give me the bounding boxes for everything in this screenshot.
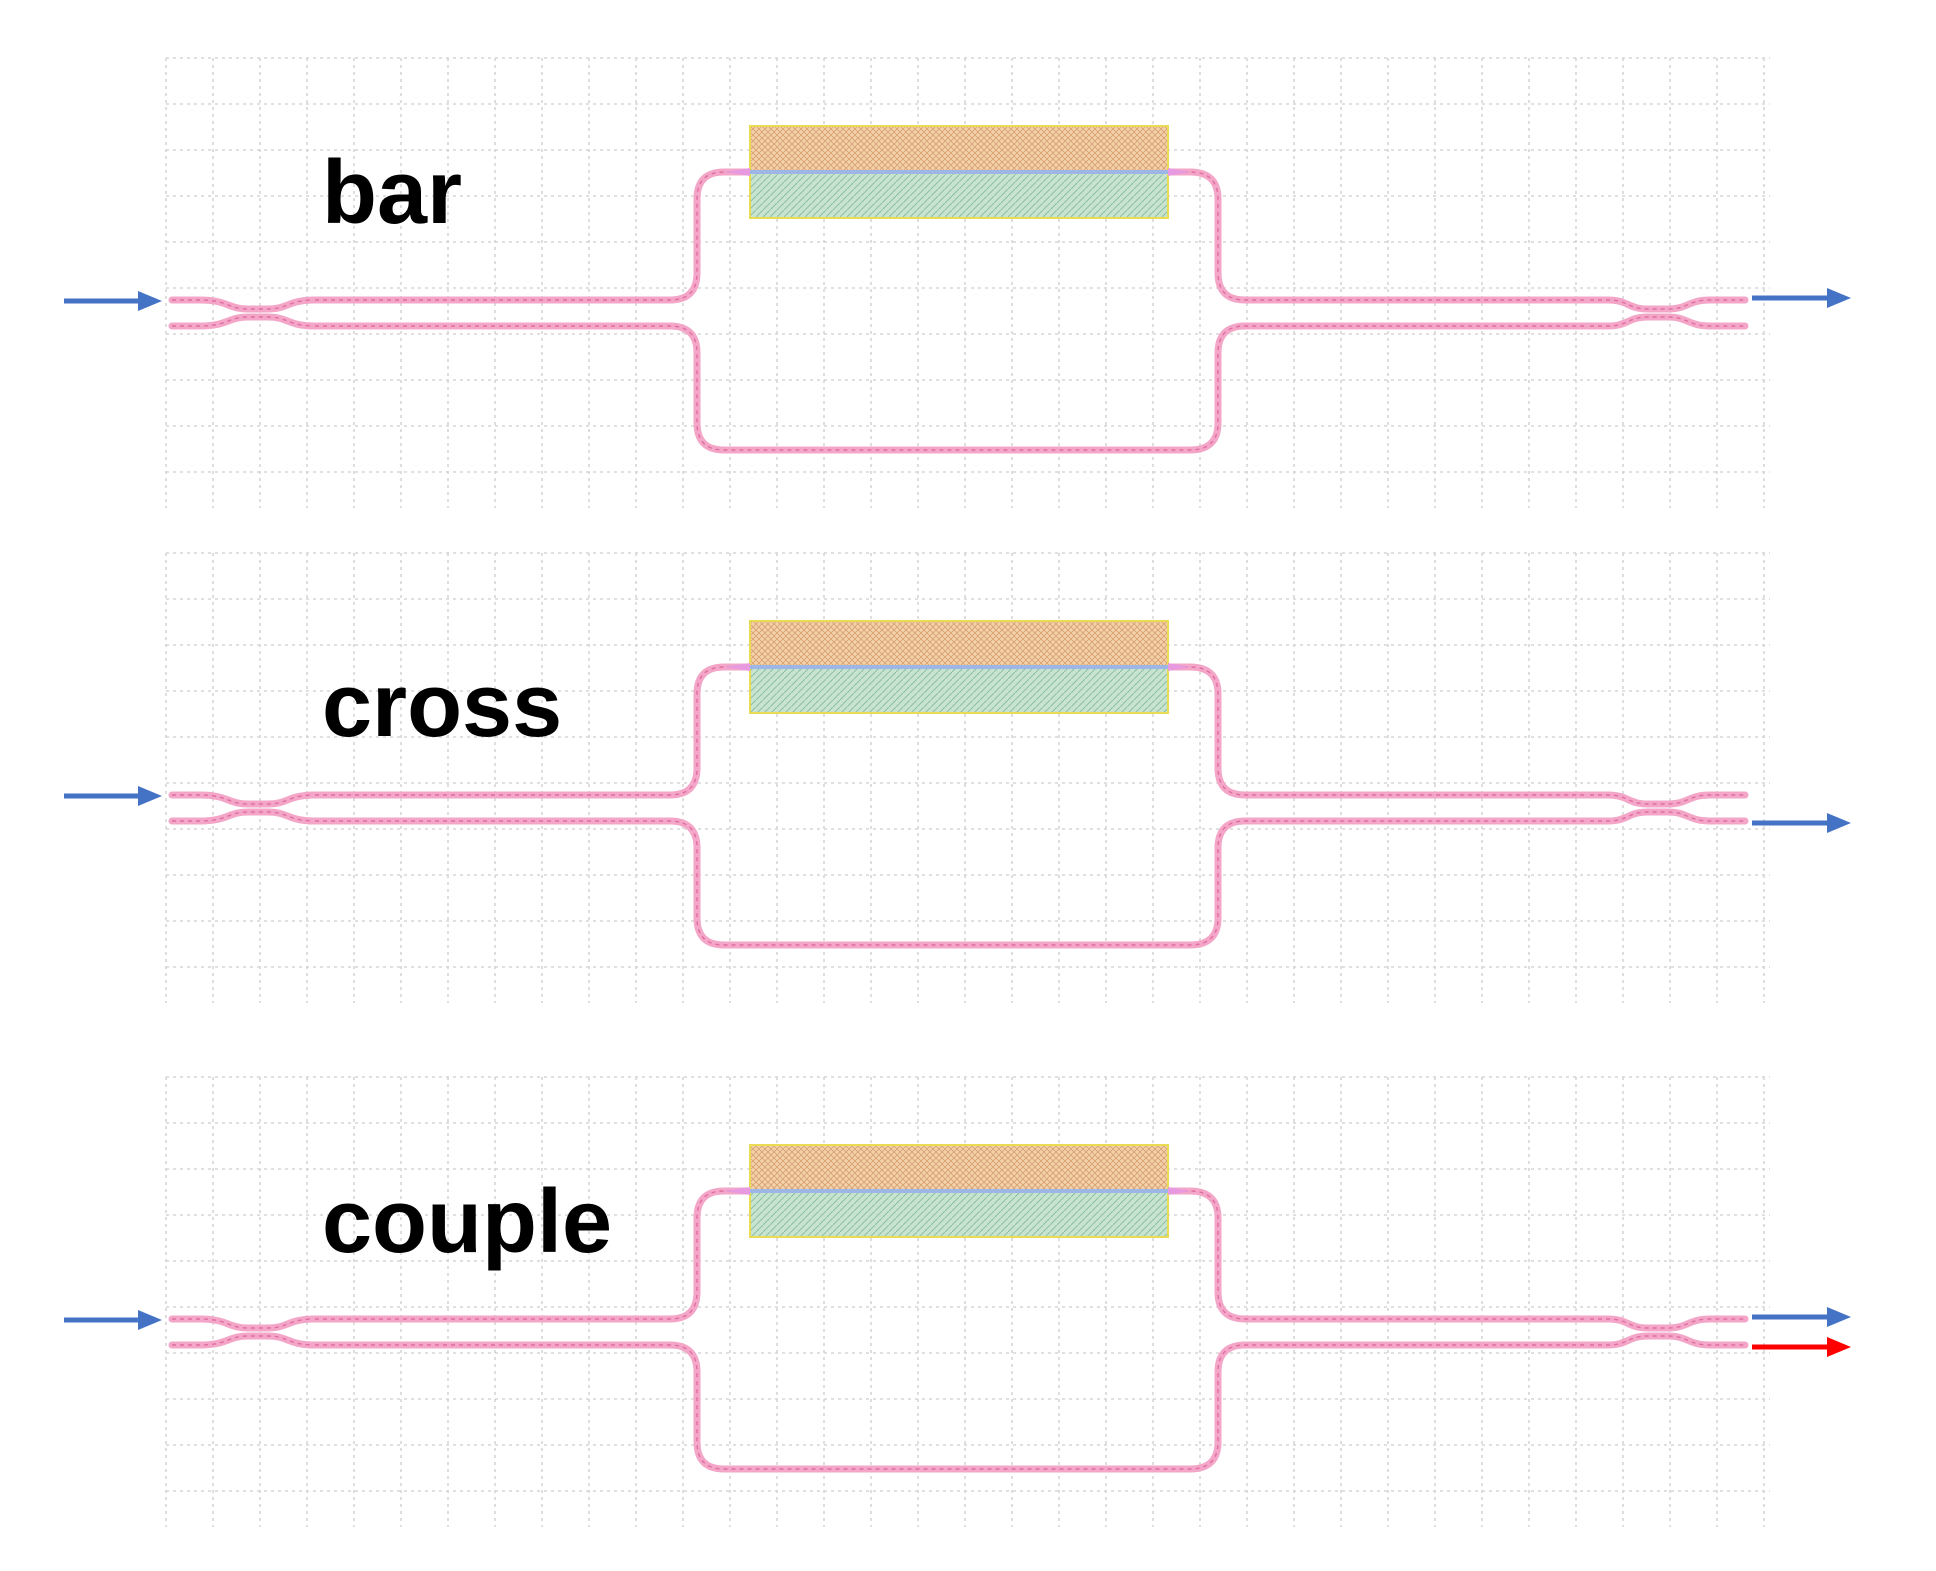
input-lower-waveguide-core (172, 811, 316, 822)
input-upper-waveguide-core (172, 794, 316, 805)
output-arrow-lower-head (1827, 1337, 1851, 1357)
upper-arm-waveguide-core (315, 1190, 1590, 1320)
input-arrow (64, 786, 162, 806)
heater-top-region (750, 621, 1168, 667)
input-arrow-head (138, 291, 162, 311)
panel-couple (64, 1076, 1851, 1527)
input-upper-waveguide (168, 1315, 319, 1332)
lower-arm-waveguide-core (315, 820, 1590, 946)
input-lower-waveguide (168, 1332, 319, 1349)
output-arrow-upper (1752, 288, 1851, 308)
input-upper-waveguide-core (172, 1318, 316, 1329)
output-arrow-lower (1752, 1337, 1851, 1357)
input-lower-waveguide (168, 313, 319, 330)
lower-arm-waveguide-core (315, 325, 1590, 451)
output-lower-waveguide (1586, 1332, 1749, 1349)
panel-cross (64, 552, 1851, 1003)
input-upper-waveguide (168, 791, 319, 808)
heater (724, 620, 1190, 714)
grid (165, 1076, 1770, 1527)
lower-arm-waveguide-core (315, 1344, 1590, 1470)
input-lower-waveguide-core (172, 1335, 316, 1346)
heater-bottom-region (750, 667, 1168, 713)
panel-label-cross: cross (322, 656, 562, 756)
heater (724, 1144, 1190, 1238)
arrows (64, 288, 1851, 311)
heater-top-region (750, 1145, 1168, 1191)
heater (724, 125, 1190, 219)
heater-top-region (750, 126, 1168, 172)
lower-arm-waveguide (311, 1341, 1594, 1473)
input-arrow (64, 291, 162, 311)
output-lower-waveguide (1586, 808, 1749, 825)
output-upper-waveguide (1586, 296, 1749, 313)
grid (165, 57, 1770, 508)
arrows (64, 1307, 1851, 1357)
heater-taper-left (724, 663, 750, 671)
output-upper-waveguide (1586, 791, 1749, 808)
panel-bar (64, 57, 1851, 508)
output-upper-waveguide (1586, 1315, 1749, 1332)
output-arrow-upper-head (1827, 1307, 1851, 1327)
heater-bottom-region (750, 1191, 1168, 1237)
heater-taper-right (1168, 663, 1190, 671)
heater-bottom-region (750, 172, 1168, 218)
arrows (64, 786, 1851, 833)
output-arrow-lower-head (1827, 813, 1851, 833)
input-lower-waveguide (168, 808, 319, 825)
upper-arm-waveguide-core (315, 171, 1590, 301)
output-arrow-upper (1752, 1307, 1851, 1327)
output-arrow-upper-head (1827, 288, 1851, 308)
output-arrow-lower (1752, 813, 1851, 833)
panel-label-bar: bar (322, 143, 462, 243)
grid (165, 552, 1770, 1003)
heater-taper-right (1168, 168, 1190, 176)
lower-arm-waveguide (311, 817, 1594, 949)
upper-arm-waveguide-core (315, 666, 1590, 796)
heater-taper-left (724, 1187, 750, 1195)
input-arrow (64, 1310, 162, 1330)
heater-taper-left (724, 168, 750, 176)
lower-arm-waveguide (311, 322, 1594, 454)
input-upper-waveguide-core (172, 299, 316, 310)
heater-taper-right (1168, 1187, 1190, 1195)
input-lower-waveguide-core (172, 316, 316, 327)
input-arrow-head (138, 786, 162, 806)
input-arrow-head (138, 1310, 162, 1330)
input-upper-waveguide (168, 296, 319, 313)
panel-label-couple: couple (322, 1172, 612, 1272)
output-lower-waveguide (1586, 313, 1749, 330)
